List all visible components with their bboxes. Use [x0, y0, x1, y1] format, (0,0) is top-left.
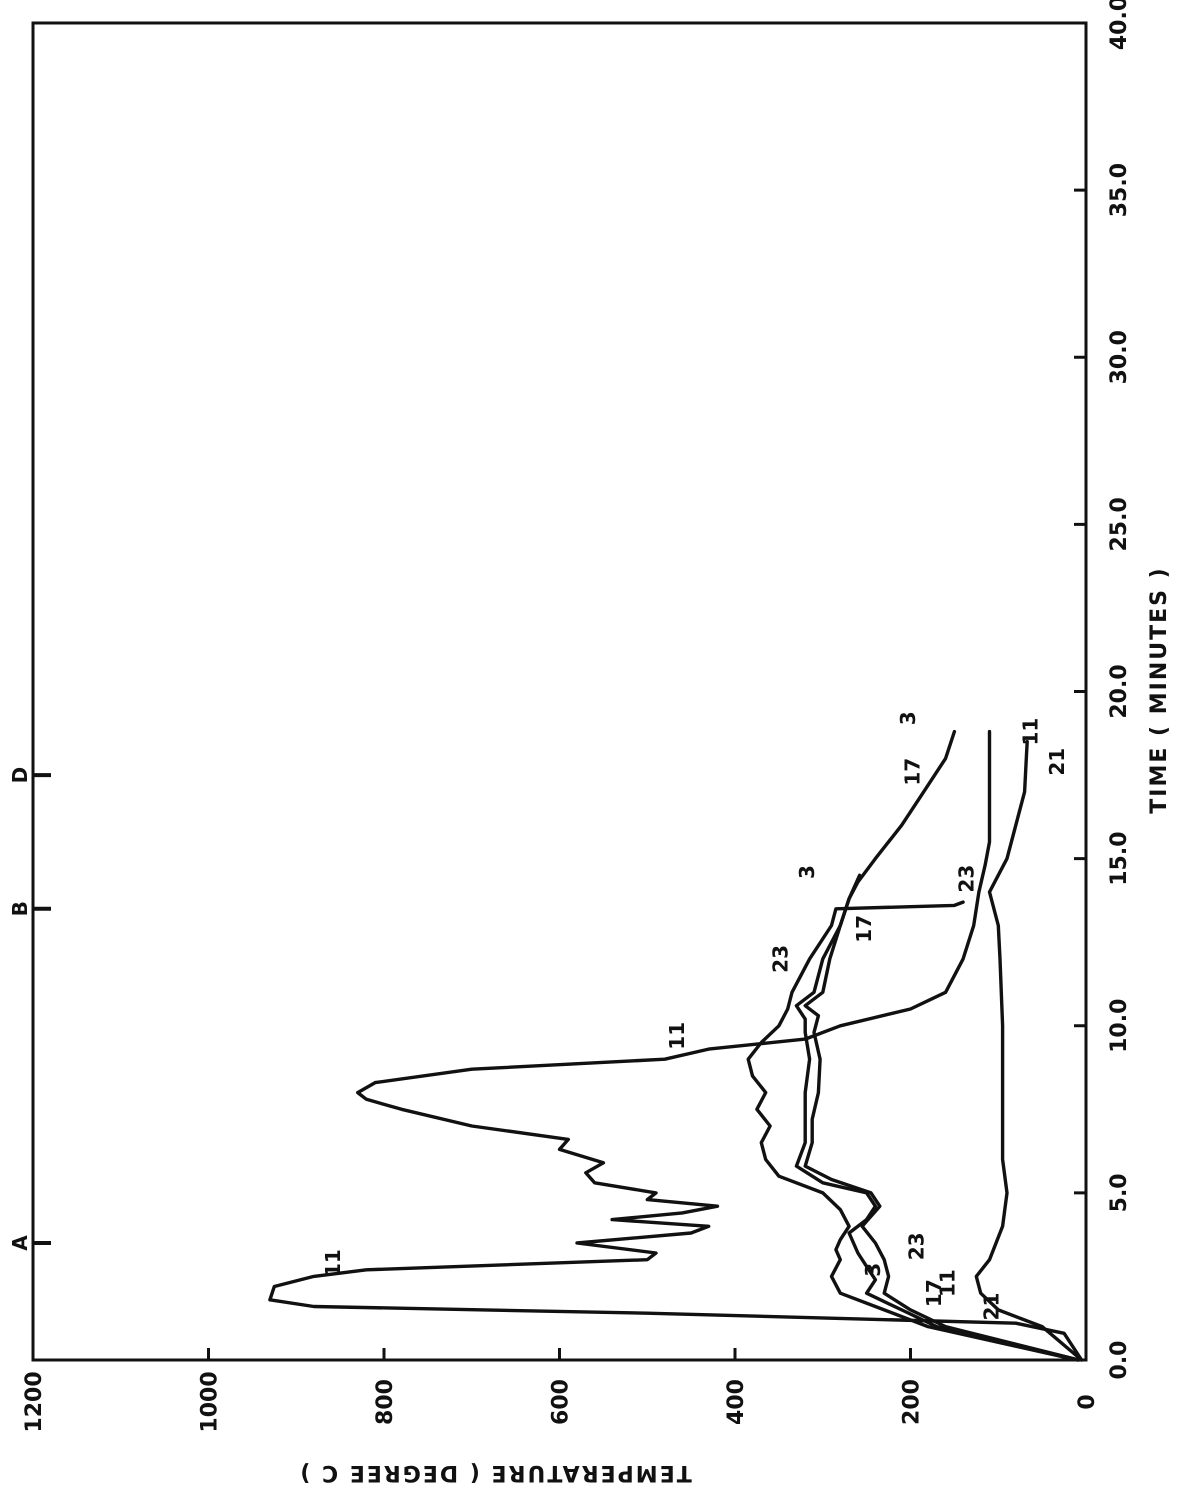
curve-label: 21 [979, 1293, 1003, 1321]
series-11-line [268, 729, 1084, 1362]
curve-label: 3 [861, 1263, 885, 1277]
y-axis-ticks: 0 200 400 600 800 1000 1200 [22, 1348, 1100, 1433]
x-tick-label: 20.0 [1107, 664, 1132, 718]
curve-label: 17 [852, 915, 876, 943]
event-marker-label: A [8, 1235, 32, 1251]
series-3-line [803, 873, 1081, 1362]
curve-label: 23 [905, 1232, 929, 1260]
x-tick-label: 30.0 [1107, 330, 1132, 384]
event-marker-label: B [8, 901, 32, 916]
event-marker-label: D [8, 767, 32, 784]
x-tick-label: 5.0 [1107, 1173, 1132, 1212]
x-tick-label: 0.0 [1107, 1341, 1132, 1380]
curve-label: 23 [769, 945, 793, 973]
x-tick-label: 35.0 [1107, 163, 1132, 217]
data-curves [268, 729, 1084, 1362]
curve-label: 11 [1019, 718, 1043, 746]
y-tick-label: 400 [724, 1379, 749, 1425]
curve-label: 17 [900, 758, 924, 786]
y-tick-label: 600 [549, 1379, 574, 1425]
curve-label: 3 [896, 711, 920, 725]
series-17-line [794, 729, 1079, 1362]
y-tick-label: 0 [1075, 1394, 1100, 1409]
event-markers: A B D [8, 767, 51, 1251]
x-axis-ticks: 0.0 5.0 10.0 15.0 20.0 25.0 30.0 35.0 40.0 [1074, 0, 1132, 1379]
x-axis-title: TIME ( MINUTES ) [1147, 566, 1172, 813]
curve-label: 11 [935, 1269, 959, 1297]
y-axis-title: TEMPERATURE ( DEGREE C ) [298, 1460, 691, 1485]
series-21-line [974, 739, 1084, 1362]
curve-label: 11 [321, 1249, 345, 1277]
y-tick-label: 1000 [198, 1371, 223, 1432]
x-tick-label: 10.0 [1107, 999, 1132, 1053]
curve-label: 23 [955, 865, 979, 893]
x-tick-label: 40.0 [1107, 0, 1132, 50]
plot-frame [31, 21, 1088, 1362]
curve-label: 21 [1045, 748, 1069, 776]
x-tick-label: 25.0 [1107, 497, 1132, 551]
y-tick-label: 1200 [22, 1371, 47, 1432]
x-tick-label: 15.0 [1107, 831, 1132, 885]
y-tick-label: 200 [900, 1379, 925, 1425]
curve-label: 3 [795, 865, 819, 879]
series-23-line [746, 900, 1079, 1362]
curve-label: 11 [665, 1022, 689, 1050]
y-tick-label: 800 [373, 1379, 398, 1425]
curve-label: 17 [922, 1279, 946, 1307]
